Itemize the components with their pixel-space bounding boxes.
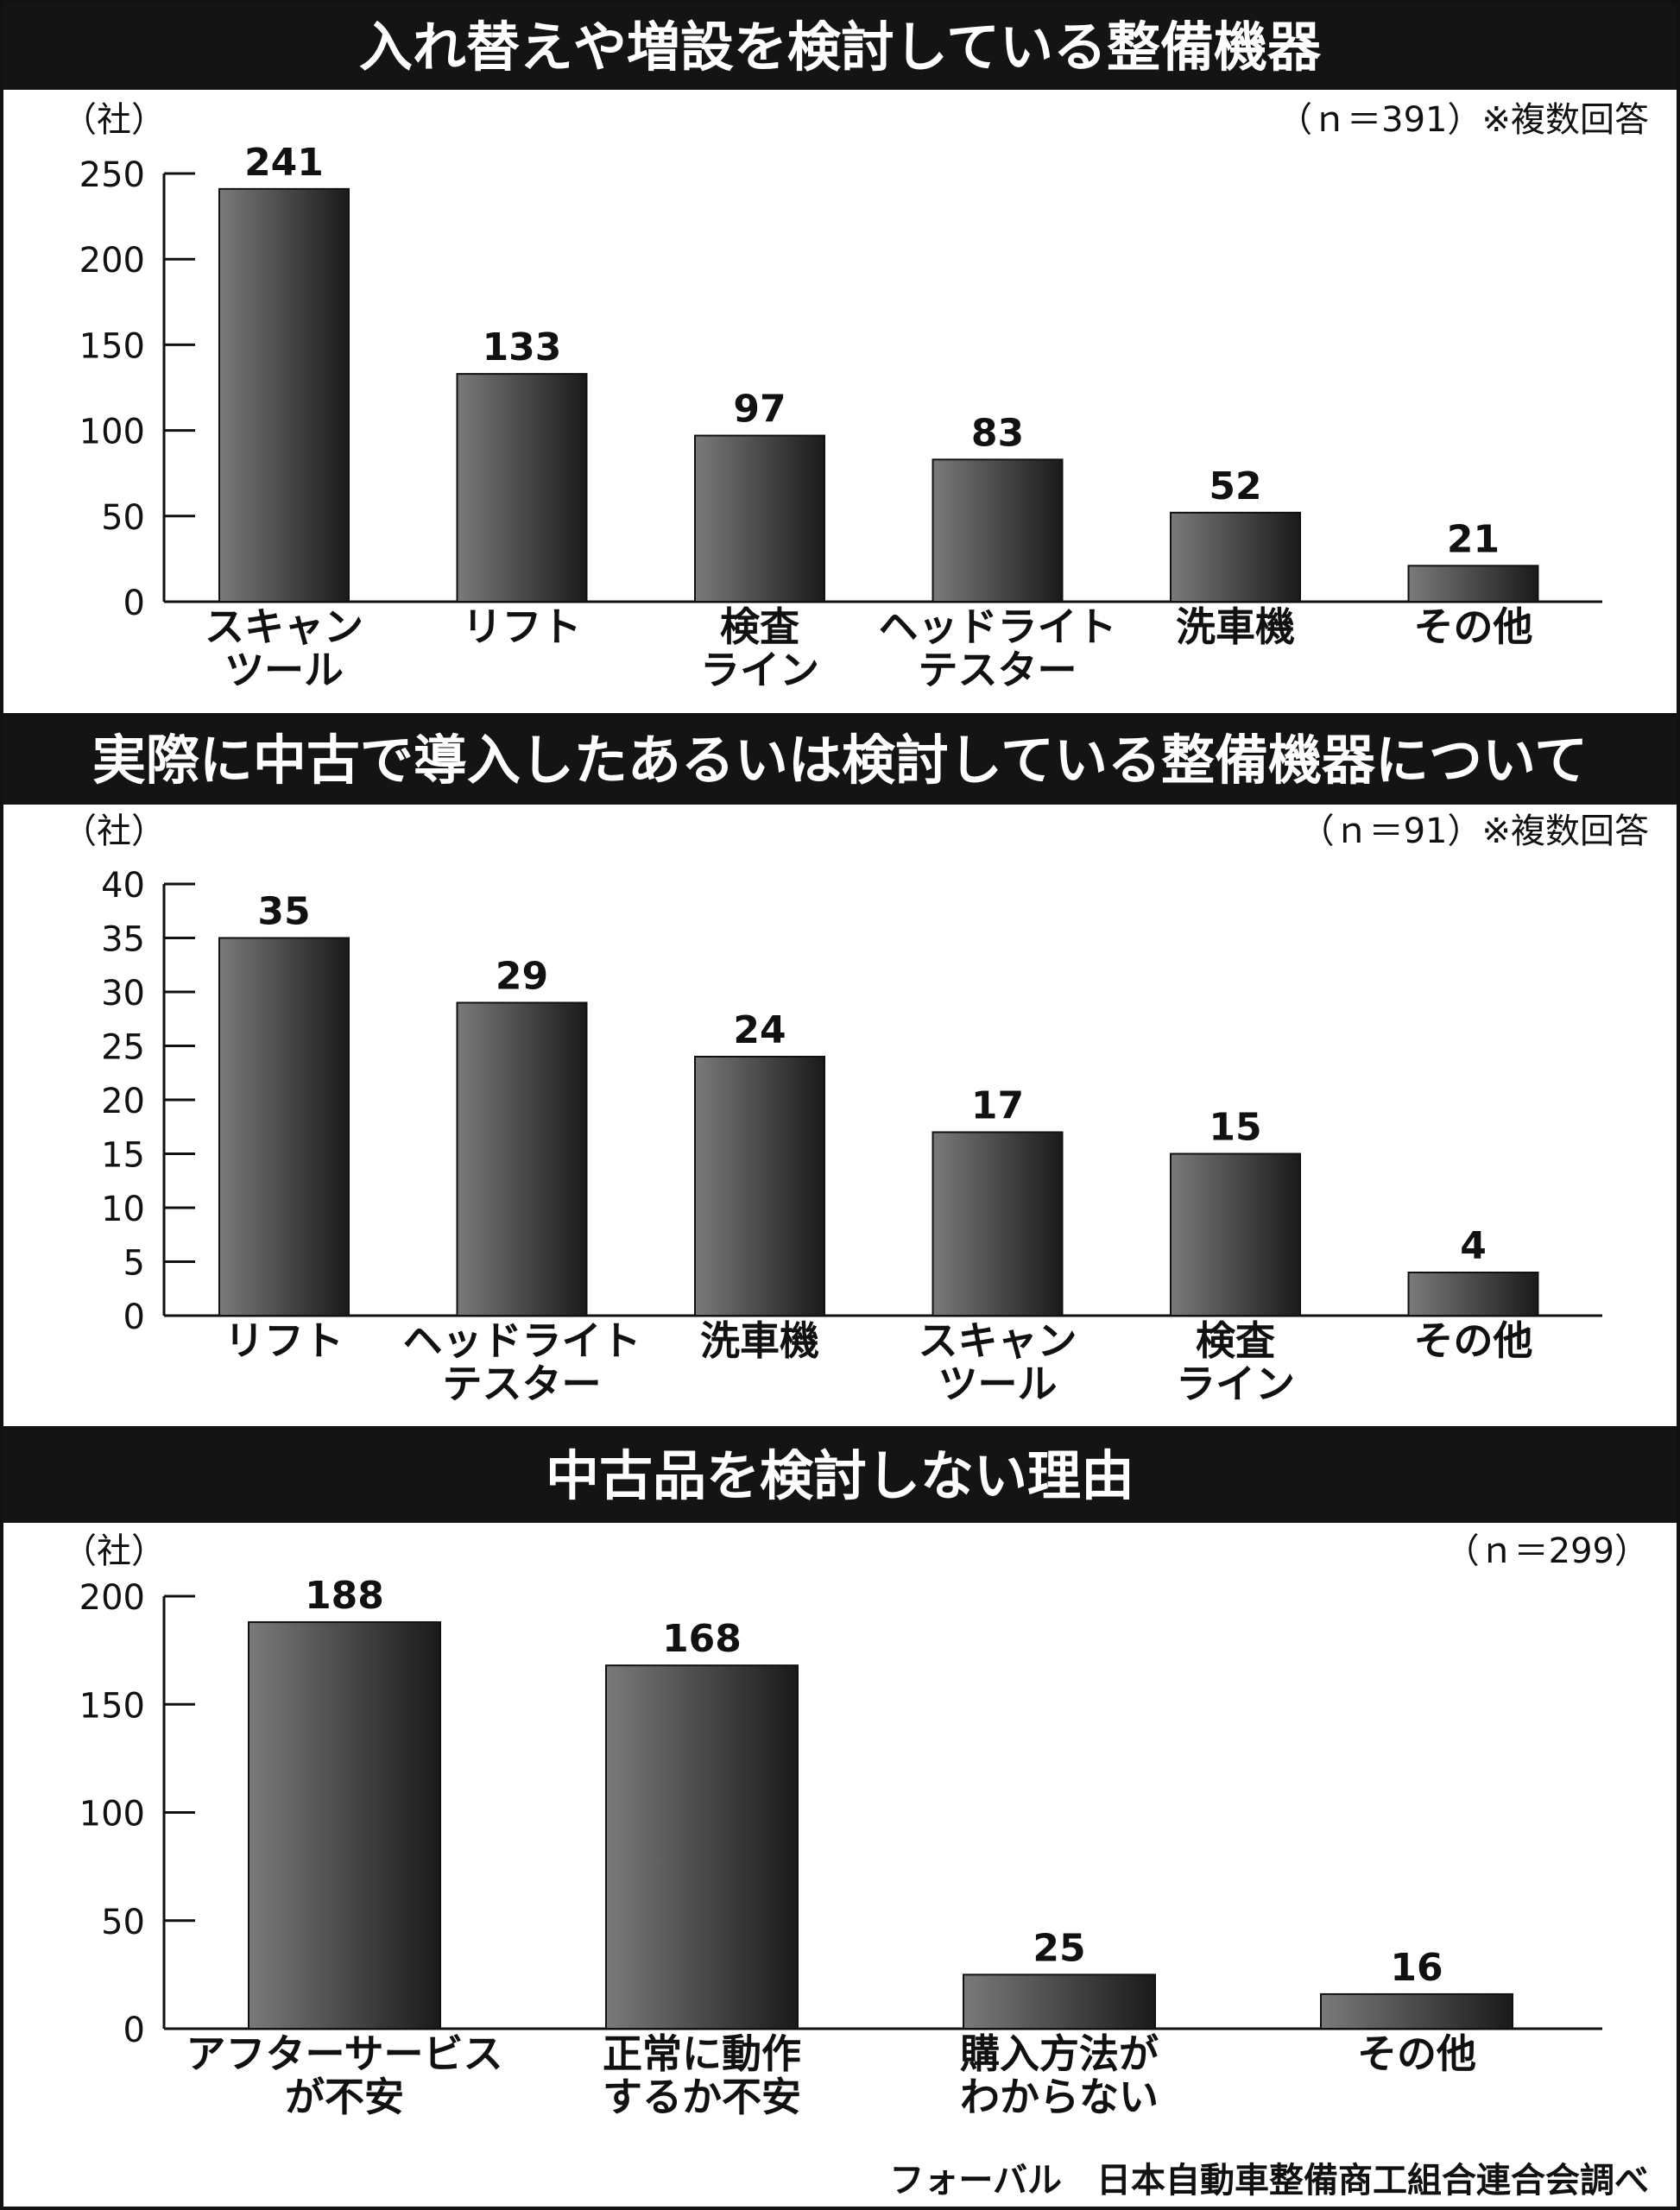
data-label: 15 <box>1209 1106 1261 1150</box>
y-tick-label: 100 <box>79 1795 145 1834</box>
panel-title-band <box>3 715 1677 805</box>
x-tick-label: が不安 <box>285 2074 404 2120</box>
y-tick-label: 200 <box>79 241 145 281</box>
x-tick-label: ヘッドライト <box>879 603 1117 650</box>
y-tick-label: 20 <box>101 1082 145 1121</box>
x-tick-label: その他 <box>1357 2030 1476 2077</box>
bar <box>1407 1272 1539 1317</box>
bar <box>963 1973 1156 2030</box>
data-label: 17 <box>971 1084 1024 1128</box>
data-label: 133 <box>483 325 562 369</box>
x-tick-label: 購入方法が <box>960 2030 1159 2077</box>
bar <box>218 937 350 1317</box>
y-tick-label: 15 <box>101 1136 145 1176</box>
data-label: 97 <box>733 388 786 432</box>
bar <box>1170 1152 1301 1317</box>
bar <box>932 1131 1064 1317</box>
x-tick-label: ツール <box>938 1361 1058 1407</box>
y-tick-label: 50 <box>101 498 145 538</box>
panel-title-band <box>3 1428 1677 1523</box>
bar <box>694 1056 825 1317</box>
y-tick-label: 10 <box>101 1190 145 1229</box>
x-tick-label: アフターサービス <box>186 2030 502 2077</box>
y-axis-unit: （社） <box>62 1531 166 1571</box>
data-label: 4 <box>1460 1224 1487 1268</box>
x-tick-label: ヘッドライト <box>403 1317 641 1364</box>
sample-size-note: （ｎ＝299） <box>1445 1531 1649 1571</box>
y-tick-label: 150 <box>79 326 145 366</box>
y-tick-label: 0 <box>123 1298 145 1337</box>
bar <box>456 1001 588 1317</box>
bar <box>694 434 825 603</box>
y-tick-label: 100 <box>79 413 145 452</box>
x-tick-label: 正常に動作 <box>603 2030 801 2077</box>
bar <box>932 458 1064 603</box>
x-tick-label: 検査 <box>1196 1317 1275 1364</box>
y-tick-label: 5 <box>123 1244 145 1284</box>
x-tick-label: ライン <box>1176 1361 1295 1407</box>
data-label: 25 <box>1033 1926 1085 1970</box>
x-tick-label: スキャン <box>919 1317 1077 1364</box>
bar <box>605 1664 799 2030</box>
y-tick-label: 150 <box>79 1686 145 1726</box>
data-label: 21 <box>1447 517 1500 561</box>
data-label: 52 <box>1209 464 1261 508</box>
bar <box>218 187 350 603</box>
sample-size-note: （ｎ＝91）※複数回答 <box>1300 811 1649 851</box>
y-tick-label: 250 <box>79 155 145 195</box>
x-tick-label: スキャン <box>205 603 363 650</box>
sample-size-note: （ｎ＝391）※複数回答 <box>1278 100 1649 140</box>
panel-title: 実際に中古で導入したあるいは検討している整備機器について <box>92 729 1588 792</box>
x-tick-label: するか不安 <box>603 2074 801 2120</box>
y-tick-label: 0 <box>123 584 145 623</box>
x-tick-label: 洗車機 <box>1176 603 1295 650</box>
data-label: 29 <box>496 955 548 999</box>
x-tick-label: ツール <box>224 647 344 693</box>
data-label: 168 <box>662 1617 742 1661</box>
bar <box>456 373 588 603</box>
bar <box>1170 511 1301 603</box>
bar <box>1407 565 1539 603</box>
chart-canvas: 入れ替えや増設を検討している整備機器（社） （ｎ＝391）※複数回答0501001… <box>3 3 1677 2201</box>
x-tick-label: わからない <box>960 2074 1159 2120</box>
y-tick-label: 200 <box>79 1578 145 1618</box>
data-label: 35 <box>257 890 310 934</box>
data-label: 241 <box>244 141 324 185</box>
source-credit: フォーバル 日本自動車整備商工組合連合会調べ <box>889 2161 1649 2201</box>
y-tick-label: 40 <box>101 866 145 906</box>
bar <box>1320 1992 1513 2030</box>
panel-title-band <box>3 3 1677 90</box>
x-tick-label: ライン <box>700 647 819 693</box>
y-tick-label: 0 <box>123 2011 145 2050</box>
bar <box>248 1621 441 2030</box>
x-tick-label: 洗車機 <box>700 1317 819 1364</box>
data-label: 83 <box>971 411 1024 455</box>
y-tick-label: 30 <box>101 974 145 1013</box>
x-tick-label: その他 <box>1414 603 1533 650</box>
x-tick-label: テスター <box>443 1361 602 1407</box>
x-tick-label: その他 <box>1414 1317 1533 1364</box>
data-label: 16 <box>1390 1946 1443 1990</box>
x-tick-label: リフト <box>224 1317 344 1364</box>
data-label: 24 <box>733 1008 786 1052</box>
y-axis-unit: （社） <box>62 100 166 140</box>
x-tick-label: 検査 <box>720 603 799 650</box>
y-axis-unit: （社） <box>62 811 166 851</box>
x-tick-label: リフト <box>463 603 582 650</box>
x-tick-label: テスター <box>919 647 1077 693</box>
panel-title: 中古品を検討しない理由 <box>546 1444 1134 1507</box>
panel-title: 入れ替えや増設を検討している整備機器 <box>359 16 1322 79</box>
data-label: 188 <box>305 1574 384 1618</box>
y-tick-label: 50 <box>101 1903 145 1942</box>
y-tick-label: 25 <box>101 1028 145 1068</box>
y-tick-label: 35 <box>101 920 145 960</box>
